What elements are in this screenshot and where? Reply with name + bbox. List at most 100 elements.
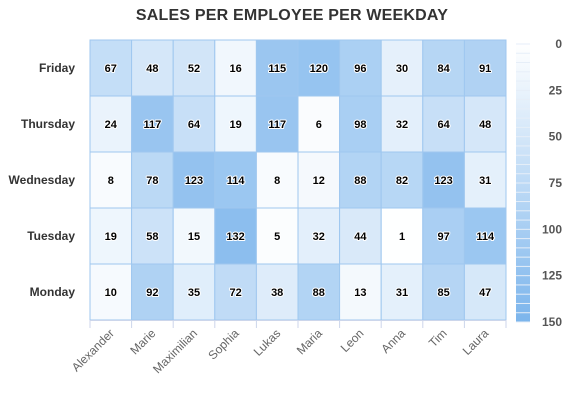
heatmap-cell[interactable]	[89, 263, 133, 321]
cell-value-label: 8	[274, 175, 280, 187]
cell-value-label: 16	[229, 63, 241, 75]
heatmap-cell[interactable]	[380, 39, 424, 97]
heatmap-cell[interactable]	[131, 151, 174, 209]
heatmap-cell[interactable]	[214, 263, 257, 321]
heatmap-cell[interactable]	[172, 95, 216, 153]
heatmap-cell[interactable]	[422, 151, 465, 209]
cell-value-label: 88	[354, 175, 366, 187]
heatmap-cell[interactable]	[255, 95, 299, 153]
x-axis-label: Leon	[338, 326, 367, 355]
chart-title: SALES PER EMPLOYEE PER WEEKDAY	[135, 7, 449, 24]
cell-value-label: 48	[146, 63, 158, 75]
legend-tick-label: 0	[555, 37, 562, 51]
cell-value-label: 44	[354, 231, 367, 243]
cell-value-label: 6	[316, 119, 322, 131]
heatmap-cell[interactable]	[380, 151, 424, 209]
heatmap-cell[interactable]	[339, 207, 382, 265]
cell-value-label: 97	[437, 231, 449, 243]
y-axis-labels: Friday Thursday Wednesday Tuesday Monday	[9, 61, 76, 299]
heatmap-cell[interactable]	[422, 39, 465, 97]
heatmap-cell[interactable]	[297, 39, 341, 97]
heatmap-cell[interactable]	[380, 207, 424, 265]
y-axis-label: Thursday	[21, 117, 75, 131]
cell-value-label: 82	[396, 175, 408, 187]
heatmap-cell[interactable]	[463, 207, 507, 265]
legend-tick-label: 150	[542, 315, 562, 329]
cell-value-label: 132	[226, 231, 244, 243]
cell-value-label: 19	[229, 119, 241, 131]
heatmap-cell[interactable]	[255, 39, 299, 97]
heatmap-cell[interactable]	[339, 151, 382, 209]
legend-tick-label: 50	[549, 130, 563, 144]
x-axis-label: Sophia	[205, 326, 242, 363]
heatmap-cell[interactable]	[89, 207, 133, 265]
legend-tick-label: 125	[542, 269, 562, 283]
cell-value-label: 64	[188, 119, 201, 131]
cell-value-label: 72	[229, 287, 241, 299]
x-axis-label: Anna	[378, 326, 408, 356]
cell-value-label: 67	[105, 63, 117, 75]
cell-value-label: 117	[144, 119, 162, 131]
cell-value-label: 10	[105, 287, 117, 299]
x-axis-label: Maria	[294, 326, 325, 357]
heatmap-cell[interactable]	[214, 95, 257, 153]
legend-tick-label: 25	[549, 83, 563, 97]
heatmap-cell[interactable]	[172, 207, 216, 265]
cell-value-label: 31	[396, 287, 408, 299]
heatmap-cell[interactable]	[463, 95, 507, 153]
cell-value-label: 123	[434, 175, 452, 187]
cell-value-label: 58	[146, 231, 158, 243]
heatmap-cell[interactable]	[380, 95, 424, 153]
heatmap-cell[interactable]	[380, 263, 424, 321]
cell-value-label: 123	[185, 175, 203, 187]
heatmap-cell[interactable]	[339, 39, 382, 97]
x-axis-label: Marie	[127, 326, 158, 357]
cell-value-label: 12	[313, 175, 325, 187]
cell-value-label: 30	[396, 63, 408, 75]
cell-value-label: 15	[188, 231, 200, 243]
cell-value-label: 64	[437, 119, 450, 131]
heatmap-cell[interactable]	[131, 207, 174, 265]
x-axis-label: Alexander	[69, 326, 117, 374]
cell-value-label: 78	[146, 175, 158, 187]
cell-value-label: 32	[396, 119, 408, 131]
heatmap-cell[interactable]	[131, 263, 174, 321]
x-axis-label: Tim	[426, 326, 450, 350]
cell-value-label: 88	[313, 287, 325, 299]
cell-value-label: 120	[310, 63, 328, 75]
x-axis-label: Lukas	[251, 326, 284, 359]
cell-value-label: 85	[437, 287, 449, 299]
cell-value-label: 115	[268, 63, 286, 75]
cell-value-label: 92	[146, 287, 158, 299]
heatmap-cell[interactable]	[89, 95, 133, 153]
heatmap-cell[interactable]	[214, 151, 257, 209]
cell-value-label: 114	[476, 231, 495, 243]
heatmap-cell[interactable]	[422, 207, 465, 265]
cell-value-label: 91	[479, 63, 491, 75]
legend-tick-label: 100	[542, 222, 562, 236]
heatmap-cell[interactable]	[422, 95, 465, 153]
cell-value-label: 1	[399, 231, 405, 243]
cell-value-label: 47	[479, 287, 491, 299]
cell-value-label: 31	[479, 175, 491, 187]
heatmap-cell[interactable]	[463, 263, 507, 321]
cell-value-label: 98	[354, 119, 366, 131]
heatmap-cell[interactable]	[172, 263, 216, 321]
heatmap-cell[interactable]	[214, 207, 257, 265]
y-axis-label: Tuesday	[27, 229, 75, 243]
y-axis-label: Friday	[39, 61, 75, 75]
cell-value-label: 24	[105, 119, 118, 131]
heatmap-cell[interactable]	[297, 207, 341, 265]
cell-value-label: 96	[354, 63, 366, 75]
legend-tick-label: 75	[549, 176, 563, 190]
cell-value-label: 32	[313, 231, 325, 243]
heatmap-cell[interactable]	[297, 263, 341, 321]
heatmap-cell[interactable]	[255, 151, 299, 209]
heatmap-cell[interactable]	[131, 95, 174, 153]
color-legend: 0 25 50 75 100 125 150	[516, 37, 562, 329]
cell-value-label: 19	[105, 231, 117, 243]
cell-value-label: 84	[437, 63, 450, 75]
